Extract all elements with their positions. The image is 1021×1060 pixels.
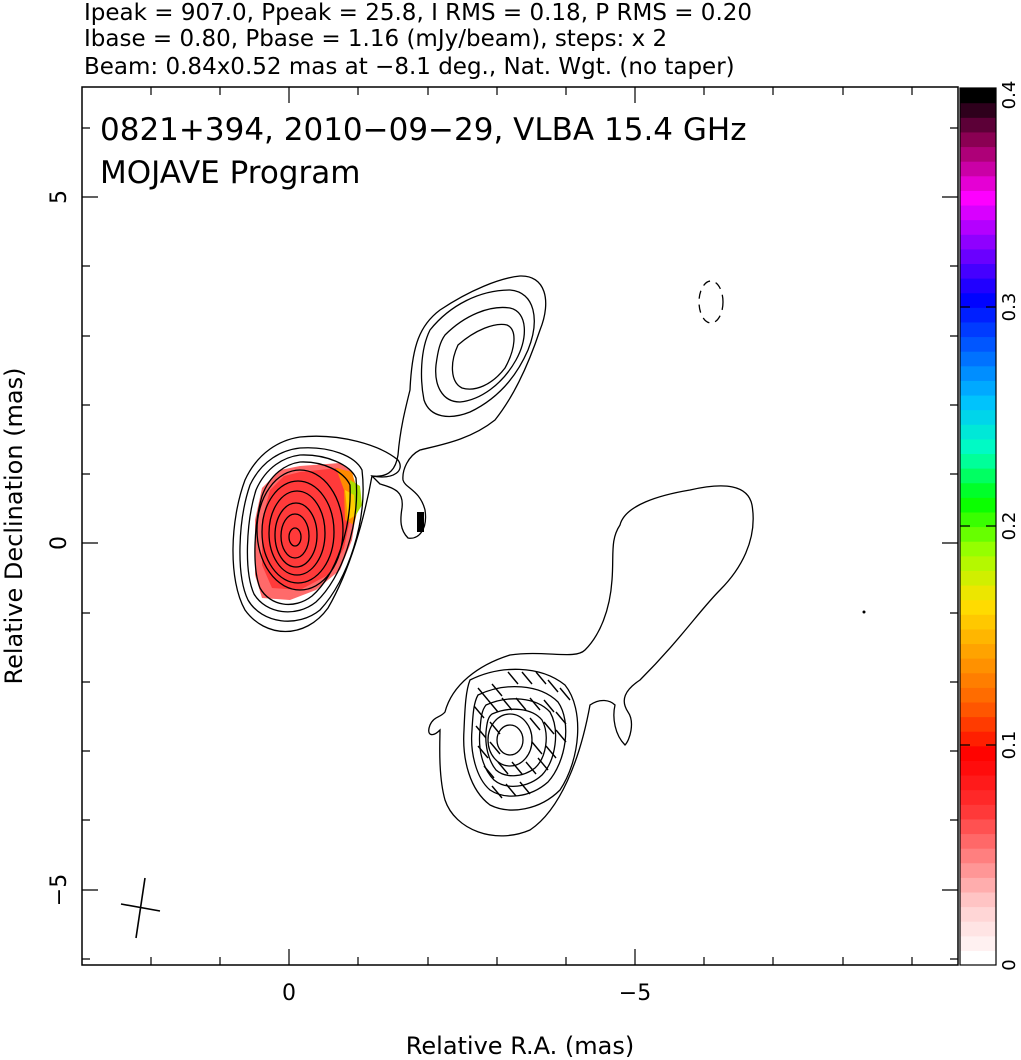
- colorbar-step: [960, 877, 996, 893]
- south-jet-contours: [428, 485, 754, 837]
- colorbar-step: [960, 248, 996, 264]
- colorbar-tick-label: 0: [999, 959, 1020, 970]
- colorbar-step: [960, 482, 996, 498]
- colorbar-step: [960, 263, 996, 279]
- colorbar-step: [960, 599, 996, 615]
- colorbar-ticks: [960, 306, 996, 746]
- colorbar-step: [960, 906, 996, 922]
- colorbar-step: [960, 570, 996, 586]
- beam-symbol: [120, 877, 161, 939]
- colorbar-step: [960, 584, 996, 601]
- jet-marker: [417, 512, 424, 532]
- negative-contour: [698, 280, 724, 324]
- colorbar-step: [960, 292, 996, 308]
- colorbar-step: [960, 424, 996, 440]
- y-tick-label: 0: [47, 536, 72, 550]
- x-axis-label: Relative R.A. (mas): [406, 1032, 634, 1060]
- core-contours: [232, 435, 401, 632]
- source-label: 0821+394, 2010−09−29, VLBA 15.4 GHz: [100, 112, 746, 148]
- colorbar-tick-label: 0.3: [999, 293, 1020, 322]
- colorbar-step: [960, 731, 996, 747]
- y-tick-label: 5: [47, 190, 72, 204]
- colorbar-step: [960, 468, 996, 484]
- colorbar-step: [960, 658, 996, 674]
- colorbar-tick-label: 0.1: [999, 731, 1020, 760]
- colorbar-step: [960, 774, 996, 791]
- north-jet-contours: [370, 275, 547, 539]
- colorbar-step: [960, 351, 996, 367]
- colorbar-step: [960, 117, 996, 133]
- colorbar-step: [960, 88, 996, 104]
- colorbar-tick-label: 0.2: [999, 512, 1020, 541]
- colorbar-step: [960, 950, 996, 966]
- colorbar: [960, 88, 996, 966]
- colorbar-step: [960, 614, 996, 630]
- header-beam-line: Beam: 0.84x0.52 mas at −8.1 deg., Nat. W…: [84, 54, 735, 80]
- colorbar-step: [960, 848, 996, 864]
- colorbar-step: [960, 190, 996, 206]
- colorbar-step: [960, 219, 996, 235]
- colorbar-step: [960, 175, 996, 191]
- evpa-ticks: [473, 671, 571, 799]
- colorbar-step: [960, 833, 996, 849]
- colorbar-step: [960, 453, 996, 469]
- x-tick-label: 0: [282, 981, 296, 1006]
- colorbar-step: [960, 511, 996, 528]
- colorbar-step: [960, 307, 996, 323]
- y-tick-label: −5: [47, 874, 72, 906]
- colorbar-step: [960, 409, 996, 425]
- colorbar-step: [960, 862, 996, 878]
- colorbar-step: [960, 716, 996, 732]
- colorbar-step: [960, 643, 996, 659]
- colorbar-step: [960, 628, 996, 645]
- colorbar-step: [960, 555, 996, 571]
- colorbar-step: [960, 161, 996, 177]
- axis-ticks: [82, 87, 958, 965]
- colorbar-step: [960, 204, 996, 221]
- colorbar-step: [960, 921, 996, 937]
- program-label: MOJAVE Program: [100, 155, 360, 191]
- colorbar-step: [960, 365, 996, 381]
- colorbar-step: [960, 380, 996, 396]
- colorbar-step: [960, 394, 996, 411]
- colorbar-step: [960, 102, 996, 118]
- colorbar-step: [960, 541, 996, 557]
- colorbar-step: [960, 687, 996, 703]
- x-tick-label: −5: [619, 981, 651, 1006]
- colorbar-step: [960, 497, 996, 513]
- noise-dot: [862, 610, 866, 614]
- colorbar-step: [960, 818, 996, 835]
- colorbar-step: [960, 745, 996, 761]
- colorbar-step: [960, 804, 996, 820]
- colorbar-step: [960, 760, 996, 776]
- colorbar-step: [960, 234, 996, 250]
- header-base-line: Ibase = 0.80, Pbase = 1.16 (mJy/beam), s…: [84, 26, 667, 52]
- colorbar-step: [960, 701, 996, 718]
- core-polarization-fill: [255, 463, 362, 600]
- colorbar-step: [960, 891, 996, 908]
- colorbar-step: [960, 438, 996, 455]
- y-axis-label: Relative Declination (mas): [0, 367, 28, 684]
- colorbar-step: [960, 789, 996, 805]
- colorbar-step: [960, 935, 996, 951]
- colorbar-step: [960, 146, 996, 162]
- colorbar-step: [960, 131, 996, 148]
- colorbar-tick-label: 0.4: [999, 81, 1020, 110]
- plot-frame: [81, 86, 959, 966]
- colorbar-step: [960, 321, 996, 338]
- colorbar-step: [960, 278, 996, 294]
- header-stats-line: Ipeak = 907.0, Ppeak = 25.8, I RMS = 0.1…: [84, 0, 752, 26]
- colorbar-step: [960, 526, 996, 542]
- colorbar-step: [960, 672, 996, 688]
- colorbar-step: [960, 336, 996, 352]
